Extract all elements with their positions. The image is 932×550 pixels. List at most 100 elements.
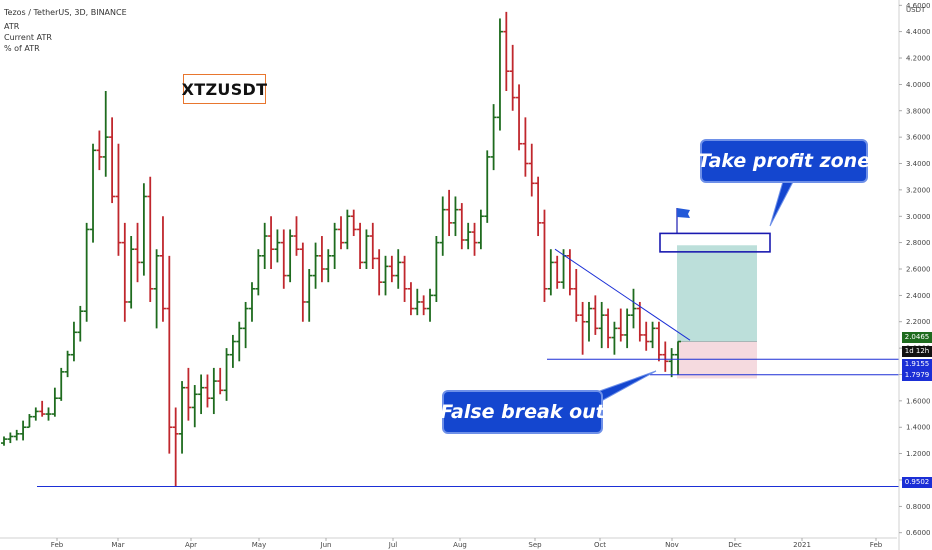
ohlc-bar: [509, 44, 516, 111]
ohlc-bar: [204, 374, 211, 408]
ohlc-bar: [1, 436, 7, 446]
ohlc-bar: [605, 308, 612, 349]
ohlc-bar: [229, 334, 236, 368]
ohlc-bar: [636, 301, 643, 342]
false-breakout-callout: False break out: [440, 390, 605, 434]
level-label-3: 0.9502: [902, 477, 932, 488]
ohlc-bar: [420, 295, 427, 316]
ohlc-bar: [318, 236, 325, 283]
ohlc-bar: [522, 117, 529, 177]
ohlc-bar: [446, 189, 453, 237]
level-label-1: 1.9155: [902, 359, 932, 370]
ohlc-bar: [363, 229, 370, 269]
ohlc-bar: [395, 249, 402, 289]
ohlc-bar: [261, 222, 268, 269]
x-tick-label: Feb: [870, 541, 883, 549]
ohlc-bar: [128, 236, 135, 309]
y-tick-label: 3.4000: [906, 160, 931, 168]
take-profit-callout: Take profit zone: [698, 139, 870, 183]
ohlc-bar: [585, 301, 592, 342]
ohlc-bar: [153, 249, 160, 329]
ohlc-bar: [573, 269, 580, 322]
y-tick-label: 2.4000: [906, 292, 931, 300]
trade-zones: [677, 245, 757, 379]
take-profit-box: [659, 232, 771, 253]
y-tick-label: 4.4000: [906, 28, 931, 36]
ohlc-bar: [496, 18, 503, 131]
ohlc-bar: [325, 249, 332, 283]
x-tick-label: 2021: [793, 541, 811, 549]
ohlc-bar: [134, 222, 141, 283]
x-tick-label: Nov: [665, 541, 679, 549]
ohlc-bar: [236, 321, 243, 362]
ohlc-bar: [198, 374, 205, 415]
x-tick-label: Aug: [453, 541, 467, 549]
ohlc-bar: [458, 203, 465, 250]
ohlc-bar: [662, 341, 669, 372]
ohlc-bar: [547, 249, 554, 296]
ohlc-bar: [217, 367, 224, 395]
indicator-pct-atr[interactable]: % of ATR: [4, 44, 40, 53]
x-axis[interactable]: Feb Mar Apr May Jun Jul Aug Sep Oct Nov Dec 2021 Feb: [0, 537, 897, 549]
ohlc-bar: [655, 321, 662, 362]
y-tick-label: 3.0000: [906, 213, 931, 221]
ohlc-bar: [579, 301, 586, 355]
trendline: [554, 248, 691, 341]
ohlc-bar: [630, 288, 637, 329]
ohlc-bar: [312, 242, 319, 289]
ohlc-bar: [115, 143, 122, 256]
y-tick-label: 3.6000: [906, 134, 931, 142]
ohlc-bar: [77, 305, 84, 342]
ohlc-bar: [484, 150, 491, 223]
x-tick-label: May: [252, 541, 266, 549]
ohlc-bar: [83, 222, 90, 322]
x-tick-label: Oct: [594, 541, 606, 549]
y-tick-label: 4.2000: [906, 55, 931, 63]
symbol-label: XTZUSDT: [182, 74, 267, 104]
ohlc-bar: [121, 222, 128, 322]
y-tick-label: 3.2000: [906, 186, 931, 194]
y-tick-label: 0.6000: [906, 529, 931, 537]
ohlc-bar: [668, 348, 675, 378]
y-tick-label: 1.6000: [906, 397, 931, 405]
indicator-current-atr[interactable]: Current ATR: [4, 33, 52, 42]
ohlc-bar: [58, 367, 65, 401]
ohlc-bar: [223, 348, 230, 401]
ohlc-bar: [242, 301, 249, 349]
fb-callout-pointer: [593, 370, 657, 406]
ohlc-bars: [1, 11, 681, 487]
ohlc-bar: [566, 249, 573, 296]
ohlc-bar: [516, 84, 523, 151]
ohlc-bar: [64, 350, 71, 378]
ohlc-bar: [20, 420, 27, 441]
drawn-lines: [37, 177, 899, 488]
y-axis[interactable]: 0.60000.80001.00001.20001.40001.60001.80…: [898, 0, 931, 550]
flag-icon: [677, 208, 690, 218]
level-label-2: 1.7979: [902, 370, 932, 381]
ohlc-bar: [293, 216, 300, 256]
ohlc-bar: [624, 308, 631, 349]
ohlc-bar: [528, 143, 535, 197]
x-tick-label: Jul: [388, 541, 398, 549]
ohlc-bar: [477, 209, 484, 250]
ohlc-bar: [592, 295, 599, 335]
ohlc-bar: [102, 90, 109, 177]
ohlc-bar: [331, 222, 338, 269]
ohlc-bar: [274, 229, 281, 263]
bar-countdown-label: 1d 12h: [902, 346, 932, 357]
y-tick-label: 2.2000: [906, 318, 931, 326]
ohlc-bar: [338, 216, 344, 250]
y-tick-label: 2.8000: [906, 239, 931, 247]
ohlc-bar: [465, 222, 472, 250]
ohlc-bar: [7, 432, 14, 444]
ohlc-bar: [503, 11, 510, 91]
ohlc-bar: [280, 229, 287, 289]
profit-zone: [677, 245, 757, 342]
ohlc-bar: [382, 255, 389, 296]
ohlc-bar: [611, 321, 618, 355]
ohlc-bar: [433, 236, 440, 302]
indicator-atr[interactable]: ATR: [4, 22, 20, 31]
y-tick-label: 4.6000: [906, 2, 931, 10]
y-tick-label: 1.2000: [906, 450, 931, 458]
